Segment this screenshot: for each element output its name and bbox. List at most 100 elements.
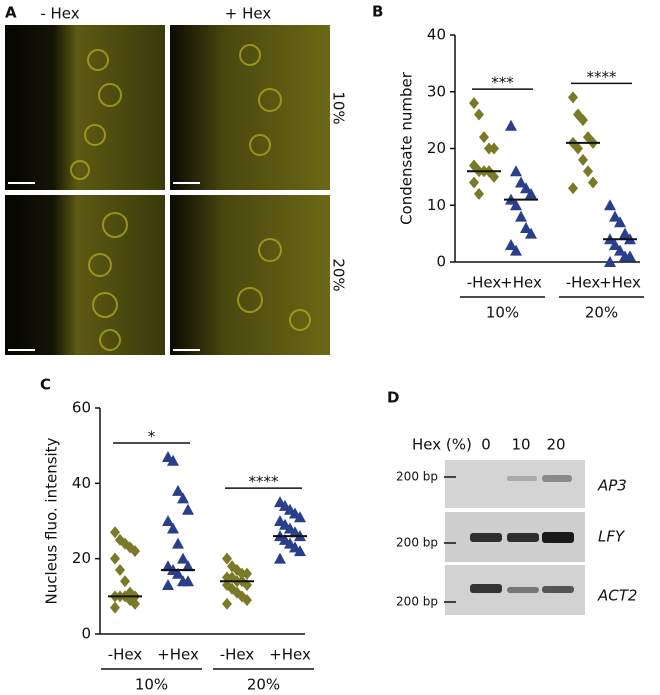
group-label: 10% xyxy=(135,676,168,694)
point xyxy=(474,108,484,121)
point xyxy=(479,131,489,144)
x-tick-label: -Hex xyxy=(108,646,143,664)
y-tick-label: 40 xyxy=(72,474,91,492)
y-axis-label: Nucleus fluo. intensity xyxy=(43,437,61,604)
point xyxy=(510,165,522,177)
point xyxy=(469,176,479,189)
micrograph xyxy=(5,25,165,190)
point xyxy=(177,552,189,564)
point xyxy=(474,187,484,200)
point xyxy=(505,119,517,131)
x-tick-label: +Hex xyxy=(599,274,641,292)
point xyxy=(609,238,621,250)
point xyxy=(162,515,174,526)
panel-letter: D xyxy=(387,389,399,407)
point xyxy=(588,176,598,189)
panel-letter: A xyxy=(5,4,17,22)
y-tick-label: 20 xyxy=(72,549,91,567)
x-tick-label: +Hex xyxy=(157,646,199,664)
point xyxy=(515,176,527,188)
point xyxy=(182,503,194,515)
point xyxy=(614,244,626,256)
size-marker: 200 bp xyxy=(396,595,438,609)
y-tick-label: 30 xyxy=(427,82,446,100)
point xyxy=(115,563,125,576)
point xyxy=(130,545,140,558)
x-tick-label: -Hex xyxy=(566,274,601,292)
point xyxy=(568,182,578,195)
point xyxy=(510,199,522,211)
y-axis-label: Condensate number xyxy=(398,71,416,225)
point xyxy=(222,597,232,610)
point xyxy=(505,238,517,250)
panel-letter: B xyxy=(372,3,383,21)
y-tick-label: 10 xyxy=(427,196,446,214)
point xyxy=(624,250,636,262)
lane-label: 20 xyxy=(546,436,565,454)
scale-bars xyxy=(8,182,200,351)
gene-label: ACT2 xyxy=(597,587,637,605)
column-label: - Hex xyxy=(40,5,79,23)
point xyxy=(242,594,252,607)
micrograph xyxy=(170,25,330,190)
lane-header: Hex (%) xyxy=(412,436,472,454)
point xyxy=(162,579,174,591)
point xyxy=(510,244,522,256)
point xyxy=(172,484,184,496)
point xyxy=(469,97,479,110)
y-tick-label: 0 xyxy=(436,253,446,271)
point xyxy=(525,187,537,199)
point xyxy=(578,153,588,166)
point xyxy=(520,182,532,194)
point xyxy=(489,170,499,183)
row-label: 20% xyxy=(330,258,348,291)
point xyxy=(619,227,631,239)
lane-label: 10 xyxy=(511,436,530,454)
x-tick-label: +Hex xyxy=(500,274,542,292)
micrographs xyxy=(5,25,330,355)
significance-label: * xyxy=(148,427,156,445)
micrograph xyxy=(170,195,330,355)
point xyxy=(110,526,120,539)
point xyxy=(489,142,499,155)
point xyxy=(294,545,306,557)
y-tick-label: 0 xyxy=(81,625,91,643)
y-tick-label: 60 xyxy=(72,399,91,417)
group-label: 20% xyxy=(247,676,280,694)
point xyxy=(182,575,194,587)
significance-label: *** xyxy=(491,74,514,92)
point xyxy=(573,142,583,155)
panel-letter: C xyxy=(40,376,51,394)
size-marker: 200 bp xyxy=(396,470,438,484)
point xyxy=(177,492,189,504)
point xyxy=(222,552,232,565)
point xyxy=(182,560,194,572)
gene-label: AP3 xyxy=(597,477,627,495)
point xyxy=(604,256,616,267)
point xyxy=(520,221,532,233)
x-tick-label: -Hex xyxy=(220,646,255,664)
point xyxy=(242,567,252,580)
cells xyxy=(70,44,311,351)
point xyxy=(172,567,184,579)
group-label: 10% xyxy=(486,304,519,322)
y-tick-label: 40 xyxy=(427,26,446,44)
point xyxy=(167,522,179,534)
column-label: + Hex xyxy=(225,5,272,23)
gel xyxy=(444,460,585,615)
point xyxy=(167,454,179,466)
size-marker: 200 bp xyxy=(396,536,438,550)
x-tick-label: +Hex xyxy=(269,646,311,664)
point xyxy=(568,91,578,104)
point xyxy=(515,210,527,222)
row-label: 10% xyxy=(330,91,348,124)
x-tick-label: -Hex xyxy=(467,274,502,292)
micrograph xyxy=(5,195,165,355)
point xyxy=(294,511,306,523)
gel-strip xyxy=(445,460,585,508)
point xyxy=(525,227,537,239)
group-label: 20% xyxy=(585,304,618,322)
point xyxy=(120,575,130,588)
